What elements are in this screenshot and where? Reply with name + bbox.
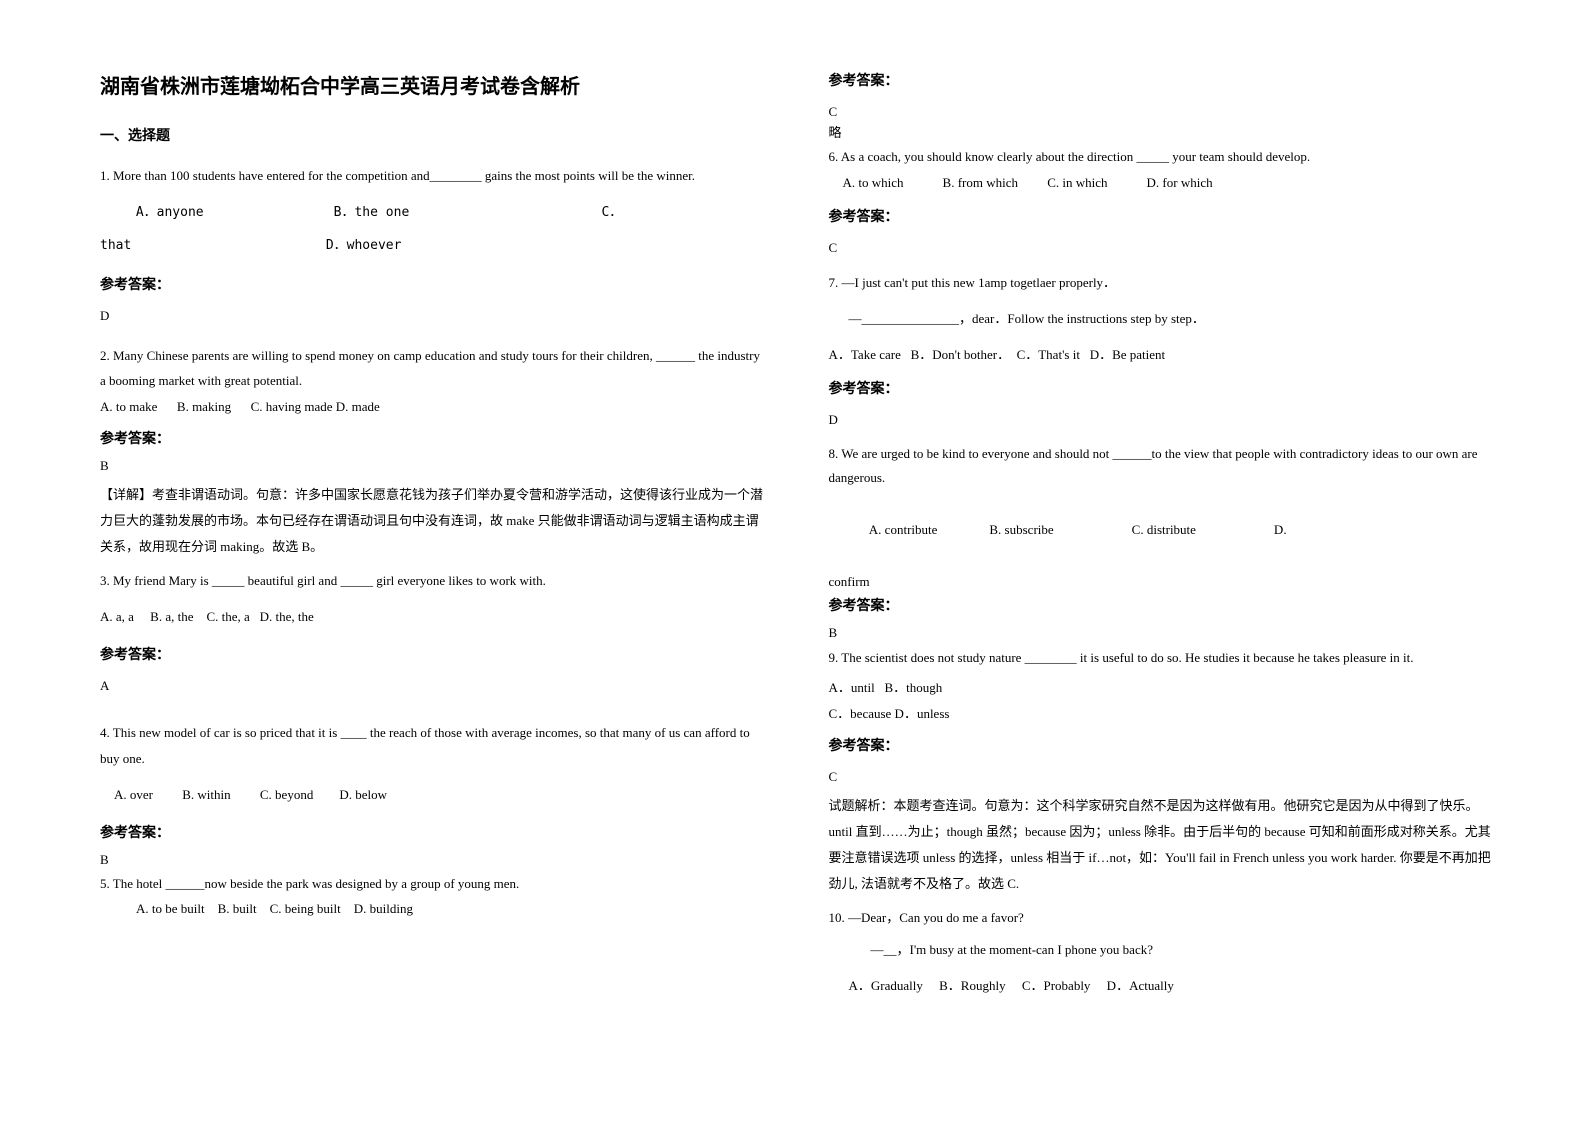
q2-options: A. to make B. making C. having made D. m… xyxy=(100,394,769,420)
q9-answer: C xyxy=(829,769,1498,785)
page-title: 湖南省株洲市莲塘坳柘合中学高三英语月考试卷含解析 xyxy=(100,70,769,99)
q1-options-row1: A．anyone B．the one C． xyxy=(100,199,769,228)
q10-line1: 10. —Dear，Can you do me a favor? xyxy=(829,905,1498,931)
q7-line1: 7. —I just can't put this new 1amp toget… xyxy=(829,270,1498,296)
q1-optB: B．the one xyxy=(334,199,594,228)
q1-answer: D xyxy=(100,308,769,324)
q8-answer-label: 参考答案： xyxy=(829,595,1498,615)
q8-text: 8. We are urged to be kind to everyone a… xyxy=(829,442,1498,491)
q7-answer-label: 参考答案： xyxy=(829,378,1498,398)
q5-note: 略 xyxy=(829,122,1498,141)
q5-text: 5. The hotel ______now beside the park w… xyxy=(100,872,769,897)
q3-answer: A xyxy=(100,678,769,694)
q1-answer-label: 参考答案： xyxy=(100,274,769,294)
q1-text: 1. More than 100 students have entered f… xyxy=(100,163,769,189)
q8-answer: B xyxy=(829,625,1498,641)
q7-options: A．Take care B．Don't bother． C．That's it … xyxy=(829,342,1498,368)
q1-optC: that xyxy=(100,232,318,261)
left-column: 湖南省株洲市莲塘坳柘合中学高三英语月考试卷含解析 一、选择题 1. More t… xyxy=(100,70,769,1082)
q10-options: A．Gradually B．Roughly C．Probably D．Actua… xyxy=(829,973,1498,999)
q3-answer-label: 参考答案： xyxy=(100,644,769,664)
q9-explanation: 试题解析：本题考查连词。句意为：这个科学家研究自然不是因为这样做有用。他研究它是… xyxy=(829,793,1498,897)
q9-options-2: C．because D．unless xyxy=(829,701,1498,727)
q7-line2: —_______________，dear．Follow the instruc… xyxy=(829,306,1498,332)
q8-opts-line1: A. contribute B. subscribe C. distribute… xyxy=(869,522,1287,537)
q2-text: 2. Many Chinese parents are willing to s… xyxy=(100,344,769,393)
q4-options: A. over B. within C. beyond D. below xyxy=(100,782,769,808)
q6-answer-label: 参考答案： xyxy=(829,206,1498,226)
q9-options-1: A．until B．though xyxy=(829,675,1498,701)
q3-options: A. a, a B. a, the C. the, a D. the, the xyxy=(100,604,769,630)
section-header: 一、选择题 xyxy=(100,125,769,145)
q6-text: 6. As a coach, you should know clearly a… xyxy=(829,145,1498,170)
q4-text: 4. This new model of car is so priced th… xyxy=(100,720,769,772)
q2-answer: B xyxy=(100,458,769,474)
q5-options: A. to be built B. built C. being built D… xyxy=(100,896,769,922)
q1-optD: D．whoever xyxy=(326,238,402,253)
q10-line2: —__，I'm busy at the moment-can I phone y… xyxy=(829,937,1498,963)
right-column: 参考答案： C 略 6. As a coach, you should know… xyxy=(829,70,1498,1082)
q6-answer: C xyxy=(829,240,1498,256)
q3-text: 3. My friend Mary is _____ beautiful gir… xyxy=(100,568,769,594)
q4-answer-label: 参考答案： xyxy=(100,822,769,842)
q6-options: A. to which B. from which C. in which D.… xyxy=(829,170,1498,196)
q1-optC-prefix: C． xyxy=(601,205,622,220)
q5-answer-label: 参考答案： xyxy=(829,70,1498,90)
q1-options-row2: that D．whoever xyxy=(100,232,769,261)
q4-answer: B xyxy=(100,852,769,868)
q5-answer: C xyxy=(829,104,1498,120)
q1-optA: A．anyone xyxy=(136,199,326,228)
q9-text: 9. The scientist does not study nature _… xyxy=(829,645,1498,671)
q9-answer-label: 参考答案： xyxy=(829,735,1498,755)
q2-answer-label: 参考答案： xyxy=(100,428,769,448)
q2-explanation: 【详解】考查非谓语动词。句意：许多中国家长愿意花钱为孩子们举办夏令营和游学活动，… xyxy=(100,482,769,560)
q8-options-l1: A. contribute B. subscribe C. distribute… xyxy=(829,491,1498,569)
q8-options-l2: confirm xyxy=(829,569,1498,595)
q7-answer: D xyxy=(829,412,1498,428)
